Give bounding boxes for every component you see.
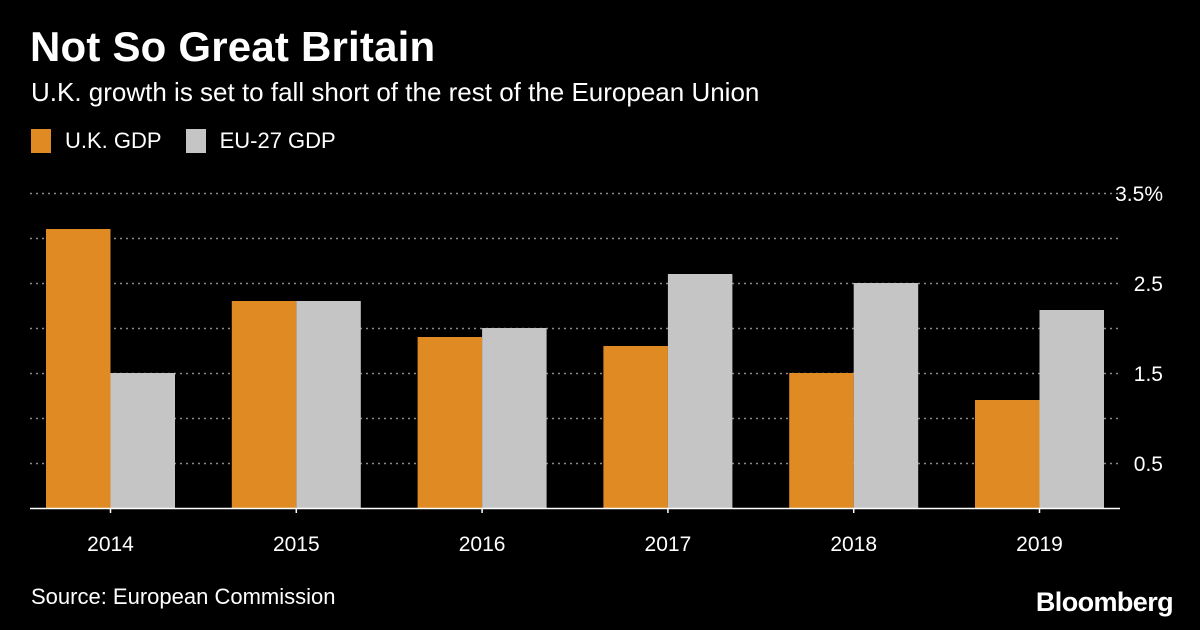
legend-label-uk: U.K. GDP [65,128,162,153]
x-tick-label-2015: 2015 [273,533,320,556]
y-tick-label-0.5: 0.5 [1134,453,1163,476]
bar-eu-2017 [667,274,733,508]
legend-item-uk: U.K. GDP [31,128,162,154]
source-note: Source: European Commission [31,584,336,609]
legend: U.K. GDP EU-27 GDP [31,126,360,156]
x-tick-label-2014: 2014 [87,533,134,556]
y-tick-label-2.5: 2.5 [1134,273,1163,296]
bar-eu-2014 [110,373,175,508]
legend-label-eu: EU-27 GDP [219,128,336,153]
bar-uk-2017 [603,346,668,508]
y-tick-label-3.5pct: 3.5% [1115,183,1163,206]
bar-eu-2019 [1039,310,1104,508]
legend-item-eu: EU-27 GDP [185,128,336,154]
bar-uk-2016 [417,337,483,508]
bar-eu-2018 [853,283,919,508]
bar-uk-2014 [46,229,111,508]
chart-subtitle: U.K. growth is set to fall short of the … [31,77,760,107]
legend-swatch-eu [185,129,206,153]
bar-uk-2018 [789,373,854,508]
bar-eu-2016 [482,328,547,508]
x-tick-label-2019: 2019 [1016,533,1063,556]
bloomberg-logo: Bloomberg [1035,587,1174,617]
bar-eu-2015 [296,301,361,508]
x-tick-label-2018: 2018 [830,533,877,556]
bar-uk-2015 [231,301,297,508]
legend-swatch-uk [31,129,51,153]
bar-uk-2019 [975,400,1040,508]
chart-title: Not So Great Britain [30,23,436,70]
x-tick-label-2017: 2017 [645,533,692,556]
y-tick-label-1.5: 1.5 [1134,363,1163,386]
x-tick-label-2016: 2016 [459,533,506,556]
